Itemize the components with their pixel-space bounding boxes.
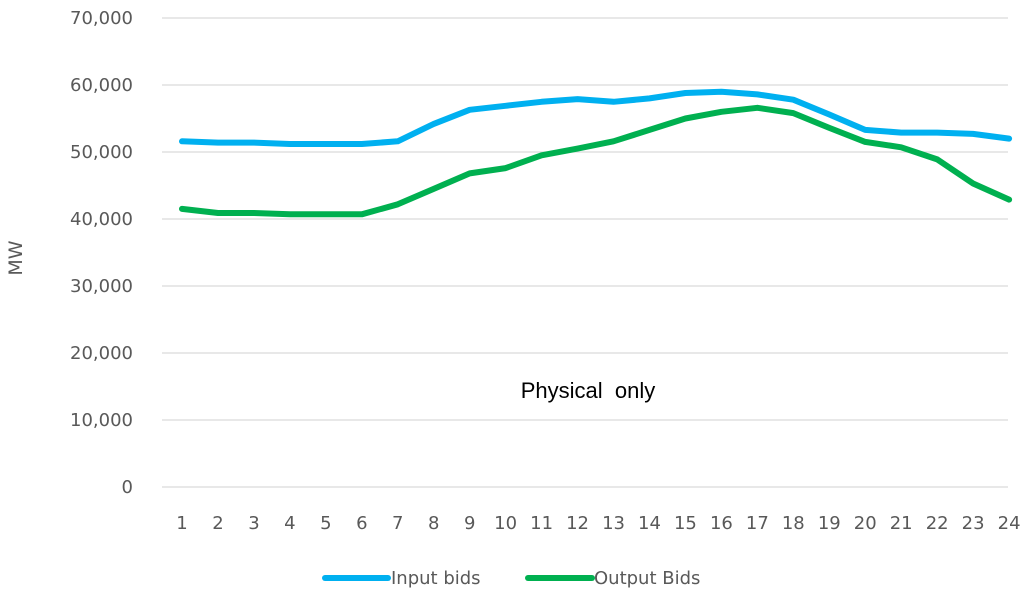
- x-tick-label: 6: [356, 513, 367, 534]
- x-tick-label: 4: [284, 513, 295, 534]
- y-tick-label: 30,000: [70, 276, 133, 297]
- y-tick-label: 20,000: [70, 343, 133, 364]
- x-tick-label: 11: [530, 513, 553, 534]
- x-tick-label: 22: [926, 513, 949, 534]
- x-tick-label: 14: [638, 513, 661, 534]
- x-tick-label: 16: [710, 513, 733, 534]
- series-line-output-bids: [179, 104, 1013, 218]
- x-tick-label: 2: [212, 513, 223, 534]
- x-tick-label: 19: [818, 513, 841, 534]
- y-tick-label: 60,000: [70, 75, 133, 96]
- x-tick-label: 5: [320, 513, 331, 534]
- x-tick-label: 8: [428, 513, 439, 534]
- y-tick-label: 50,000: [70, 142, 133, 163]
- x-tick-label: 3: [248, 513, 259, 534]
- x-tick-label: 20: [854, 513, 877, 534]
- x-tick-label: 15: [674, 513, 697, 534]
- y-tick-label: 70,000: [70, 8, 133, 29]
- legend-label-input-bids: Input bids: [391, 568, 481, 589]
- legend: Input bids Output Bids: [322, 568, 700, 589]
- y-axis-title: MW: [5, 240, 27, 275]
- x-tick-label: 13: [602, 513, 625, 534]
- grid-lines: [162, 17, 1008, 488]
- x-tick-label: 18: [782, 513, 805, 534]
- series-lines: [179, 88, 1013, 218]
- y-tick-label: 40,000: [70, 209, 133, 230]
- legend-label-output-bids: Output Bids: [594, 568, 700, 589]
- y-axis-tick-labels: 0 10,000 20,000 30,000 40,000 50,000 60,000 70,…: [70, 8, 133, 498]
- x-tick-label: 17: [746, 513, 769, 534]
- x-tick-label: 1: [176, 513, 187, 534]
- chart-annotation: Physical only: [521, 378, 656, 403]
- x-tick-label: 9: [464, 513, 475, 534]
- x-tick-label: 10: [494, 513, 517, 534]
- series-line-input-bids: [179, 88, 1013, 147]
- x-tick-label: 23: [962, 513, 985, 534]
- y-tick-label: 10,000: [70, 410, 133, 431]
- x-tick-label: 7: [392, 513, 403, 534]
- x-tick-label: 21: [890, 513, 913, 534]
- x-tick-label: 12: [566, 513, 589, 534]
- y-tick-label: 0: [122, 477, 133, 498]
- x-axis-tick-labels: 1 2 3 4 5 6 7 8 9 10 11 12 13 14 15 16 17 18 19 20 21 22 23 24: [176, 513, 1020, 534]
- x-tick-label: 24: [998, 513, 1021, 534]
